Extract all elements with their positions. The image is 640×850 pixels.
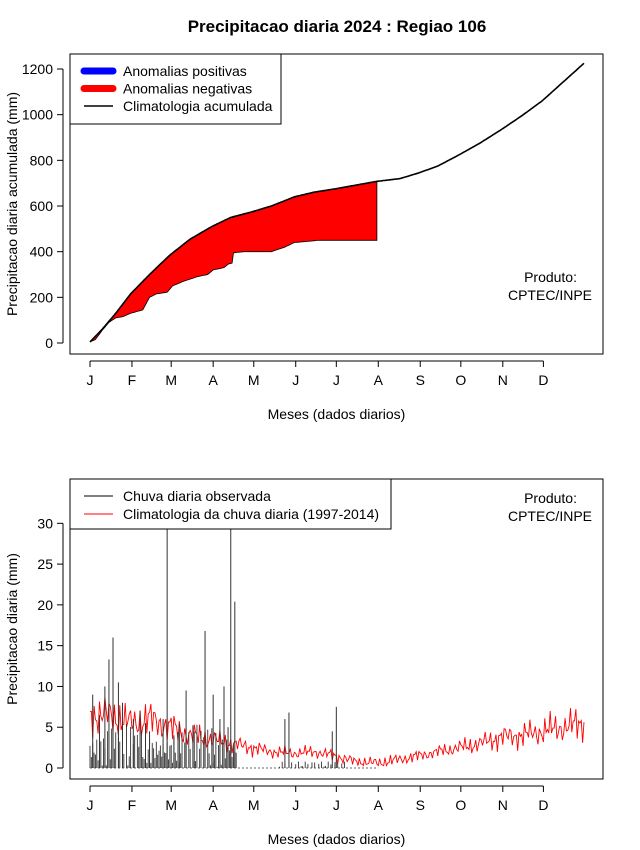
x-tick-label: D bbox=[538, 372, 548, 388]
y-tick-label: 1200 bbox=[22, 61, 53, 77]
credit-label: Produto: bbox=[524, 490, 577, 506]
y-tick-label: 600 bbox=[30, 198, 54, 214]
x-axis-label: Meses (dados diarios) bbox=[268, 831, 406, 847]
legend: Chuva diaria observada Climatologia da ch… bbox=[69, 478, 392, 530]
y-tick-label: 0 bbox=[45, 335, 53, 351]
y-tick-label: 20 bbox=[37, 597, 53, 613]
legend-label: Climatologia da chuva diaria (1997-2014) bbox=[123, 506, 379, 522]
x-tick-label: O bbox=[455, 372, 466, 388]
accumulated-precipitation-panel: 0 200 400 600 800 1000 1200 J F M A M J J A S O N D Meses (… bbox=[4, 53, 604, 422]
legend-box bbox=[69, 478, 392, 530]
chart-title: Precipitacao diaria 2024 : Regiao 106 bbox=[188, 17, 487, 36]
x-tick-label: N bbox=[498, 372, 508, 388]
x-axis-label: Meses (dados diarios) bbox=[268, 406, 406, 422]
legend-label: Chuva diaria observada bbox=[123, 488, 271, 504]
legend-label: Anomalias positivas bbox=[123, 63, 247, 79]
x-tick-label: A bbox=[374, 372, 384, 388]
x-tick-label: F bbox=[128, 372, 137, 388]
y-axis-label: Precipitacao diaria acumulada (mm) bbox=[4, 92, 20, 316]
y-tick-label: 15 bbox=[37, 638, 53, 654]
climatology-accumulated-line bbox=[89, 62, 585, 343]
y-tick-label: 5 bbox=[45, 719, 53, 735]
x-tick-label: A bbox=[374, 797, 384, 813]
x-tick-label: F bbox=[128, 797, 137, 813]
x-tick-label: A bbox=[208, 372, 218, 388]
plot-area bbox=[89, 498, 585, 769]
climatology-daily-line bbox=[89, 697, 585, 767]
y-tick-label: 0 bbox=[45, 760, 53, 776]
x-tick-label: M bbox=[248, 372, 260, 388]
x-tick-label: M bbox=[165, 797, 177, 813]
credit-label: CPTEC/INPE bbox=[508, 287, 592, 303]
x-tick-label: N bbox=[498, 797, 508, 813]
x-tick-label: M bbox=[248, 797, 260, 813]
x-tick-label: J bbox=[87, 797, 94, 813]
x-tick-label: S bbox=[416, 372, 425, 388]
x-tick-label: J bbox=[292, 797, 299, 813]
plot-frame bbox=[69, 53, 604, 355]
y-tick-label: 25 bbox=[37, 556, 53, 572]
x-tick-label: J bbox=[292, 372, 299, 388]
x-tick-label: O bbox=[455, 797, 466, 813]
y-tick-label: 200 bbox=[30, 289, 54, 305]
legend-label: Climatologia acumulada bbox=[123, 98, 273, 114]
negative-anomaly-area bbox=[89, 180, 378, 343]
x-tick-label: S bbox=[416, 797, 425, 813]
x-tick-label: J bbox=[333, 797, 340, 813]
x-tick-label: M bbox=[165, 372, 177, 388]
y-tick-label: 30 bbox=[37, 515, 53, 531]
y-tick-label: 800 bbox=[30, 152, 54, 168]
y-tick-label: 400 bbox=[30, 244, 54, 260]
x-tick-label: J bbox=[333, 372, 340, 388]
y-tick-label: 1000 bbox=[22, 107, 53, 123]
x-tick-label: D bbox=[538, 797, 548, 813]
credit-label: CPTEC/INPE bbox=[508, 508, 592, 524]
x-tick-label: J bbox=[87, 372, 94, 388]
daily-precipitation-panel: 0 5 10 15 20 25 30 J F M A M J J A S O N D Meses (dados dia… bbox=[4, 478, 604, 847]
x-tick-label: A bbox=[208, 797, 218, 813]
legend-label: Anomalias negativas bbox=[123, 81, 252, 97]
legend: Anomalias positivas Anomalias negativasCl… bbox=[69, 53, 282, 125]
y-axis-label: Precipitacao diaria (mm) bbox=[4, 553, 20, 705]
y-tick-label: 10 bbox=[37, 678, 53, 694]
credit-label: Produto: bbox=[524, 269, 577, 285]
